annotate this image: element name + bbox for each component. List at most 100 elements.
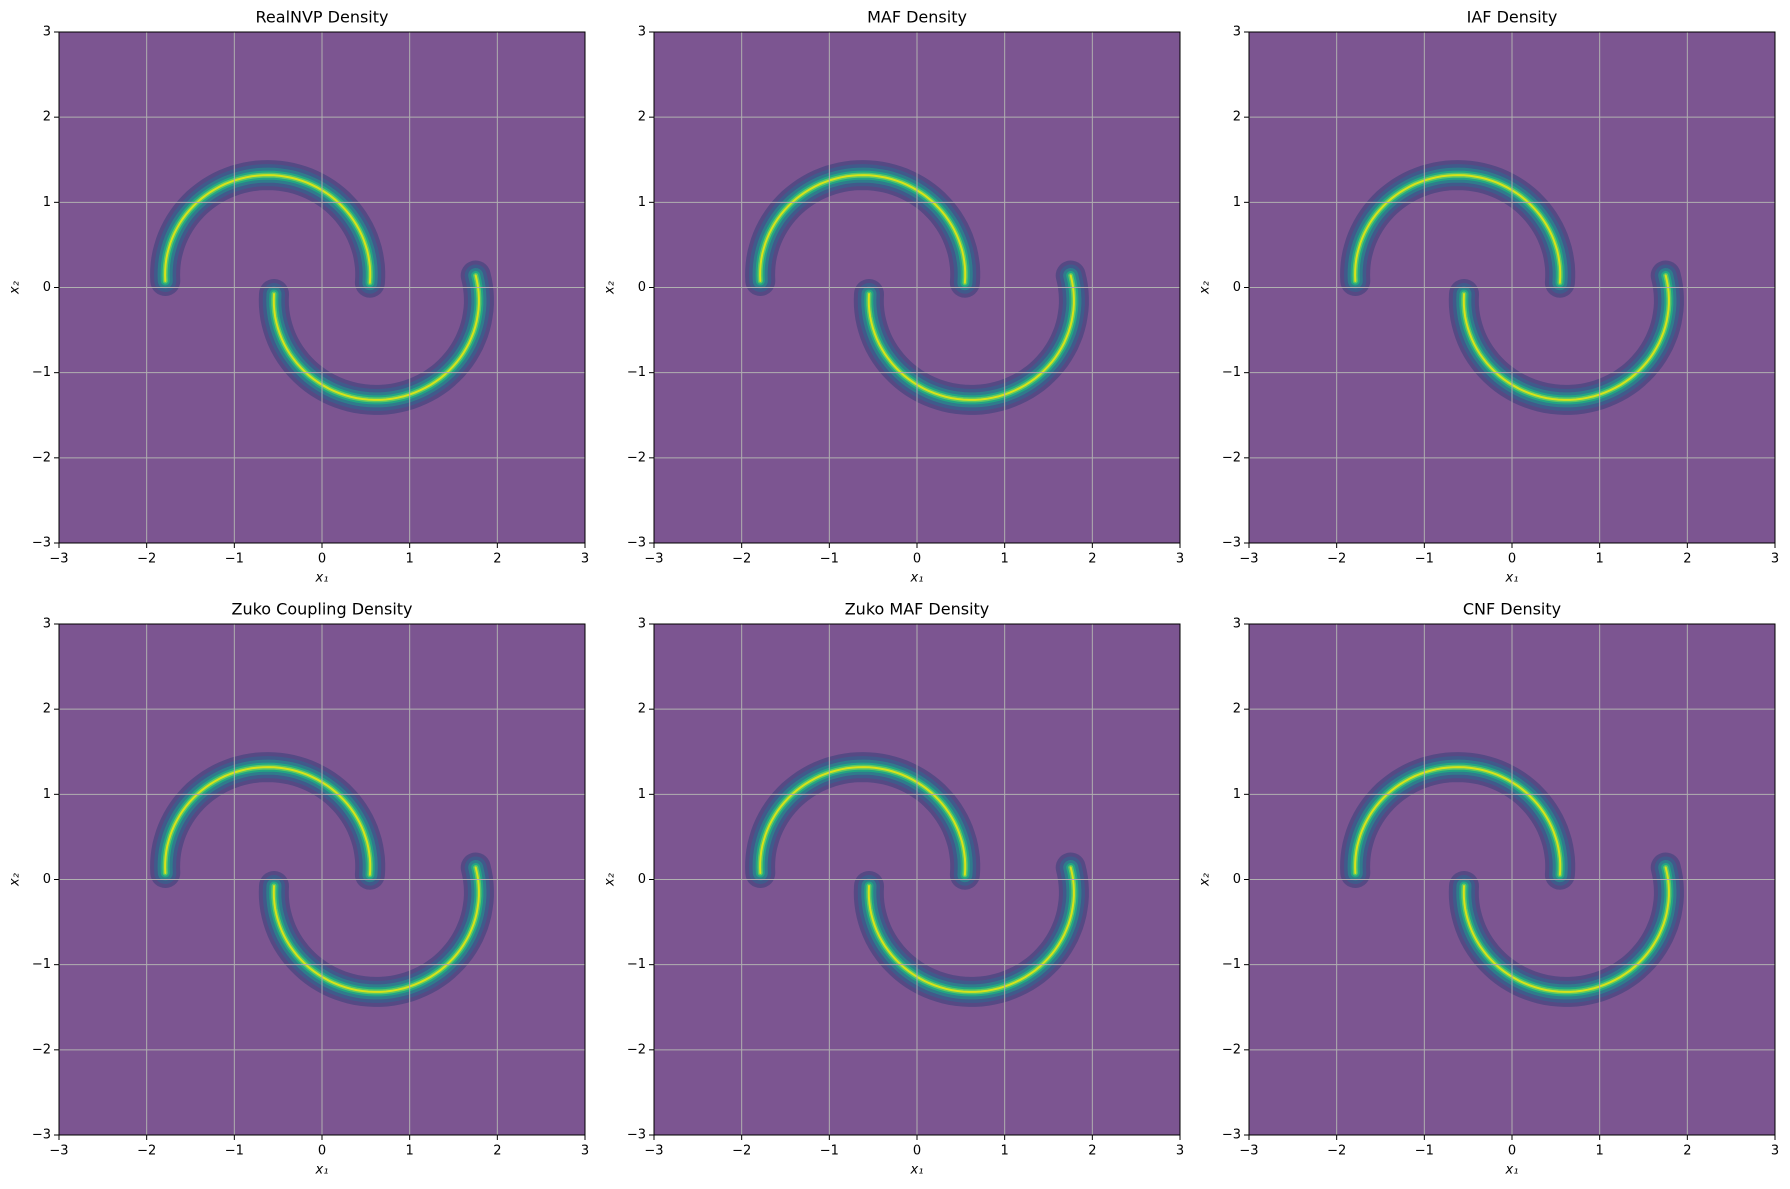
axes-frame [58, 31, 586, 544]
x-tick-label: 2 [1683, 1144, 1691, 1159]
y-tick-label: −3 [32, 536, 51, 551]
y-tick-label: −2 [32, 1042, 51, 1057]
x-tick-label: 1 [1596, 552, 1604, 567]
x-tick-label: 1 [406, 1144, 414, 1159]
density [745, 752, 1089, 1007]
density-band [867, 866, 1075, 993]
y-tick-label: 2 [43, 110, 51, 125]
x-tick-label: −3 [1239, 1144, 1258, 1159]
y-tick-label: 1 [638, 787, 646, 802]
x-tick-label: 0 [913, 1144, 921, 1159]
x-tick-label: −3 [644, 1144, 663, 1159]
subplot: −3 −2 −1 0 1 2 3 −3 −2 −1 0 1 2 3 MAF Density x₁ x₂ [603, 8, 1185, 586]
y-tick-label: −1 [32, 365, 51, 380]
x-tick-label: 3 [581, 1144, 589, 1159]
subplot: −3 −2 −1 0 1 2 3 −3 −2 −1 0 1 2 3 RealNVP Density x₁ x₂ [8, 8, 590, 586]
chart-title: CNF Density [1463, 600, 1561, 619]
density-band [1354, 766, 1562, 876]
x-tick-label: 3 [1176, 1144, 1184, 1159]
chart-title: Zuko Coupling Density [231, 600, 412, 619]
x-tick-label: −2 [732, 1144, 751, 1159]
density-band [272, 866, 480, 993]
x-tick-label: −1 [1415, 552, 1434, 567]
y-tick-label: 2 [638, 110, 646, 125]
x-tick-label: −2 [137, 552, 156, 567]
x-tick-label: −1 [820, 1144, 839, 1159]
y-tick-label: 0 [638, 872, 646, 887]
y-tick-label: 0 [43, 872, 51, 887]
y-tick-label: −1 [627, 957, 646, 972]
x-axis-label: x₁ [315, 1163, 329, 1178]
y-tick-label: 0 [43, 280, 51, 295]
y-tick-label: 3 [638, 25, 646, 40]
x-tick-label: −2 [1327, 552, 1346, 567]
density-band [272, 274, 480, 401]
y-tick-label: 2 [43, 702, 51, 717]
y-tick-label: −2 [1222, 450, 1241, 465]
x-tick-label: 1 [406, 552, 414, 567]
y-tick-label: −3 [32, 1128, 51, 1143]
y-tick-label: −1 [627, 365, 646, 380]
chart-title: MAF Density [867, 8, 967, 27]
density [1340, 160, 1684, 415]
x-tick-label: 1 [1001, 1144, 1009, 1159]
x-tick-label: −1 [225, 1144, 244, 1159]
x-axis-label: x₁ [910, 571, 924, 586]
y-tick-label: 1 [43, 787, 51, 802]
x-axis-label: x₁ [910, 1163, 924, 1178]
subplot: −3 −2 −1 0 1 2 3 −3 −2 −1 0 1 2 3 Zuko MAF Density x₁ x₂ [603, 600, 1185, 1178]
x-tick-label: −3 [644, 552, 663, 567]
density-band [867, 274, 1075, 401]
y-axis-label: x₂ [603, 873, 618, 887]
x-tick-label: 2 [493, 552, 501, 567]
x-tick-label: 2 [1088, 552, 1096, 567]
density-band [164, 766, 372, 876]
y-tick-label: −1 [1222, 957, 1241, 972]
chart-title: IAF Density [1467, 8, 1558, 27]
y-tick-label: −1 [1222, 365, 1241, 380]
x-axis-label: x₁ [1505, 571, 1519, 586]
y-tick-label: −1 [32, 957, 51, 972]
x-axis-label: x₁ [1505, 1163, 1519, 1178]
x-tick-label: 0 [1508, 552, 1516, 567]
density-band [759, 766, 967, 876]
x-tick-label: 3 [1176, 552, 1184, 567]
x-tick-label: 3 [581, 552, 589, 567]
x-tick-label: 3 [1771, 552, 1779, 567]
y-tick-label: −3 [1222, 1128, 1241, 1143]
y-tick-label: 0 [1233, 872, 1241, 887]
x-tick-label: −3 [1239, 552, 1258, 567]
y-tick-label: 1 [1233, 195, 1241, 210]
x-tick-label: 2 [493, 1144, 501, 1159]
x-tick-label: −2 [732, 552, 751, 567]
x-tick-label: 0 [1508, 1144, 1516, 1159]
axes-frame [1248, 31, 1776, 544]
x-tick-label: −1 [1415, 1144, 1434, 1159]
y-tick-label: 3 [638, 617, 646, 632]
x-tick-label: −1 [820, 552, 839, 567]
y-tick-label: 3 [43, 617, 51, 632]
y-tick-label: 2 [1233, 110, 1241, 125]
density-band [1462, 866, 1670, 993]
axes-frame [58, 623, 586, 1136]
x-tick-label: −1 [225, 552, 244, 567]
x-tick-label: 0 [318, 1144, 326, 1159]
x-tick-label: −3 [49, 552, 68, 567]
y-tick-label: 1 [638, 195, 646, 210]
y-tick-label: −3 [627, 1128, 646, 1143]
x-tick-label: 1 [1596, 1144, 1604, 1159]
x-tick-label: 1 [1001, 552, 1009, 567]
density [745, 160, 1089, 415]
y-axis-label: x₂ [1198, 281, 1213, 295]
y-tick-label: 2 [638, 702, 646, 717]
axes-frame [653, 31, 1181, 544]
x-tick-label: −2 [137, 1144, 156, 1159]
y-tick-label: 1 [43, 195, 51, 210]
density-band [1354, 174, 1562, 284]
y-axis-label: x₂ [603, 281, 618, 295]
y-tick-label: −2 [627, 450, 646, 465]
subplot: −3 −2 −1 0 1 2 3 −3 −2 −1 0 1 2 3 IAF Density x₁ x₂ [1198, 8, 1780, 586]
density [150, 752, 494, 1007]
subplot: −3 −2 −1 0 1 2 3 −3 −2 −1 0 1 2 3 Zuko Coupling Densit… [8, 600, 590, 1178]
